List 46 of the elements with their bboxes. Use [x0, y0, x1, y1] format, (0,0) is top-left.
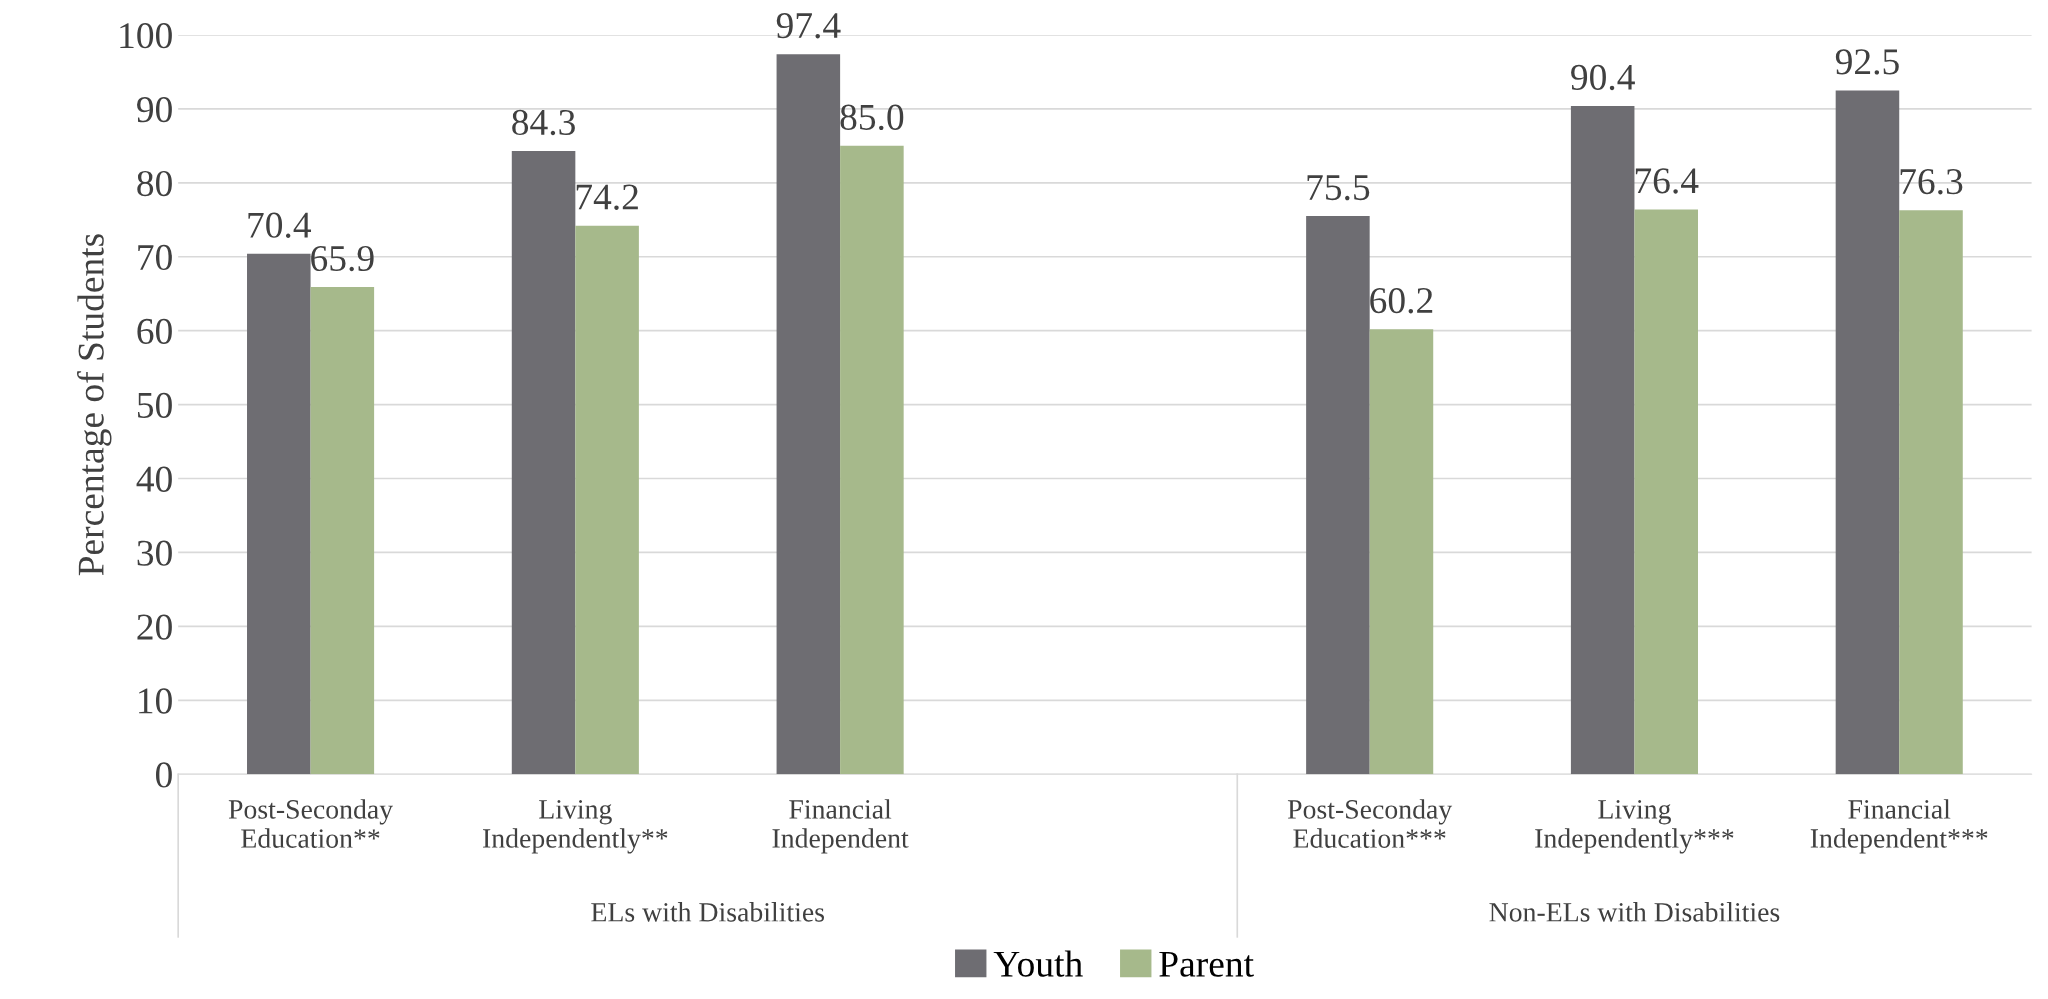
x-tick-label: Living Independently***	[1535, 800, 1734, 854]
data-label: 90.4	[1571, 64, 1635, 91]
y-tick-label: 20	[137, 614, 172, 640]
data-label: 74.2	[576, 184, 638, 210]
data-label: 97.4	[776, 13, 841, 39]
bar	[1899, 210, 1963, 775]
bar	[310, 287, 375, 775]
bar	[511, 151, 576, 775]
text: ELs with Disabilities	[591, 902, 824, 922]
bar	[575, 225, 639, 775]
bar	[1570, 105, 1635, 775]
y-tick-label: 60	[137, 318, 172, 345]
data-label: 92.5	[1835, 49, 1899, 75]
data-label: 60.2	[1370, 287, 1433, 314]
y-axis-title: Percentage of Students	[77, 234, 112, 576]
data-label: 85.0	[840, 104, 904, 131]
x-tick-label: Financial Independent***	[1810, 799, 1988, 854]
data-label: 76.3	[1900, 169, 1963, 195]
bar	[1835, 90, 1900, 775]
x-tick-label: Post-Seconday Education**	[228, 799, 394, 848]
bar	[247, 253, 311, 775]
x-tick-label: Post-Seconday Education***	[1287, 799, 1453, 848]
bar	[1369, 329, 1434, 775]
data-label: 70.4	[248, 212, 312, 238]
bar	[776, 54, 841, 775]
y-tick-label: 0	[155, 762, 172, 788]
y-tick-label: 70	[138, 244, 172, 271]
text: Non-ELs with Disabilities	[1489, 902, 1780, 922]
data-label: 75.5	[1307, 175, 1370, 201]
x-tick-label: Living Independently**	[483, 800, 668, 854]
data-label: 84.3	[512, 109, 575, 136]
y-tick-label: 80	[137, 170, 172, 197]
legend-label: Youth	[993, 950, 1083, 977]
y-tick-label: 30	[137, 540, 172, 566]
y-tick-label: 90	[137, 96, 172, 123]
bar	[840, 145, 904, 775]
data-label: 76.4	[1635, 168, 1699, 194]
x-tick-label: Financial Independent	[772, 799, 909, 854]
bar	[1306, 216, 1370, 775]
bar	[1634, 209, 1698, 775]
y-tick-label: 100	[120, 23, 172, 49]
data-label: 65.9	[311, 245, 374, 272]
y-tick-label: 10	[139, 688, 172, 714]
y-tick-label: 50	[137, 392, 172, 418]
legend-label: Parent	[1159, 951, 1254, 977]
y-tick-label: 40	[136, 466, 172, 492]
